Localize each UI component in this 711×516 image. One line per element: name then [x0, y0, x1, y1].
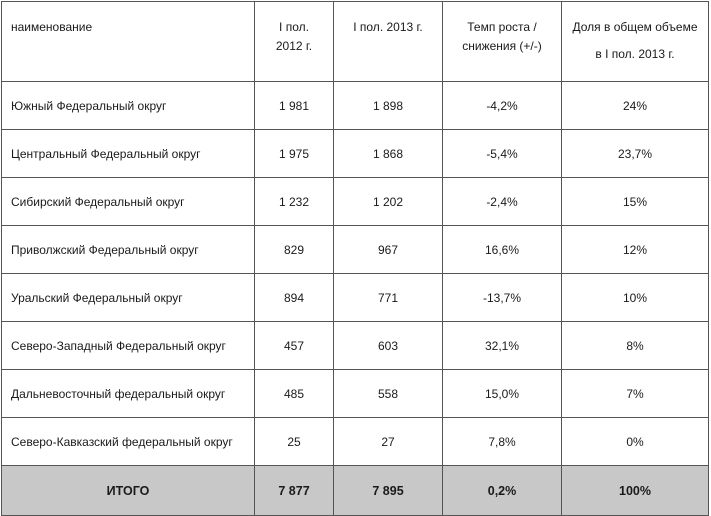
- table-row: Северо-Западный Федеральный округ 457 60…: [1, 321, 709, 370]
- cell-name: Северо-Западный Федеральный округ: [1, 321, 255, 370]
- cell-2013: 1 898: [333, 81, 443, 130]
- cell-growth: -13,7%: [442, 273, 562, 322]
- table-row: Сибирский Федеральный округ 1 232 1 202 …: [1, 177, 709, 226]
- total-share: 100%: [561, 465, 709, 516]
- cell-2012: 485: [254, 369, 334, 418]
- cell-2012: 1 981: [254, 81, 334, 130]
- header-2013: I пол. 2013 г.: [333, 1, 443, 82]
- cell-2013: 1 868: [333, 129, 443, 178]
- cell-name: Южный Федеральный округ: [1, 81, 255, 130]
- cell-name: Сибирский Федеральный округ: [1, 177, 255, 226]
- cell-share: 0%: [561, 417, 709, 466]
- cell-growth: 32,1%: [442, 321, 562, 370]
- cell-2012: 1 975: [254, 129, 334, 178]
- table-row: Дальневосточный федеральный округ 485 55…: [1, 369, 709, 418]
- cell-growth: 7,8%: [442, 417, 562, 466]
- cell-growth: -5,4%: [442, 129, 562, 178]
- cell-2012: 829: [254, 225, 334, 274]
- table-header-row: наименование I пол. 2012 г. I пол. 2013 г…: [1, 1, 709, 82]
- cell-2012: 457: [254, 321, 334, 370]
- header-growth: Темп роста / снижения (+/-): [442, 1, 562, 82]
- cell-share: 12%: [561, 225, 709, 274]
- table-row: Южный Федеральный округ 1 981 1 898 -4,2…: [1, 81, 709, 130]
- cell-name: Уральский Федеральный округ: [1, 273, 255, 322]
- cell-2013: 27: [333, 417, 443, 466]
- cell-share: 8%: [561, 321, 709, 370]
- cell-share: 15%: [561, 177, 709, 226]
- cell-growth: -4,2%: [442, 81, 562, 130]
- total-label: ИТОГО: [1, 465, 255, 516]
- cell-2013: 603: [333, 321, 443, 370]
- table-row: Уральский Федеральный округ 894 771 -13,…: [1, 273, 709, 322]
- cell-growth: 15,0%: [442, 369, 562, 418]
- cell-2012: 1 232: [254, 177, 334, 226]
- cell-share: 23,7%: [561, 129, 709, 178]
- cell-share: 24%: [561, 81, 709, 130]
- header-name: наименование: [1, 1, 255, 82]
- header-share: Доля в общем объеме в I пол. 2013 г.: [561, 1, 709, 82]
- total-row: ИТОГО 7 877 7 895 0,2% 100%: [1, 465, 709, 516]
- cell-2012: 25: [254, 417, 334, 466]
- cell-name: Центральный Федеральный округ: [1, 129, 255, 178]
- cell-growth: -2,4%: [442, 177, 562, 226]
- table-row: Северо-Кавказский федеральный округ 25 2…: [1, 417, 709, 466]
- cell-name: Дальневосточный федеральный округ: [1, 369, 255, 418]
- cell-2013: 771: [333, 273, 443, 322]
- total-growth: 0,2%: [442, 465, 562, 516]
- cell-share: 7%: [561, 369, 709, 418]
- cell-share: 10%: [561, 273, 709, 322]
- header-2012: I пол. 2012 г.: [254, 1, 334, 82]
- table-row: Приволжский Федеральный округ 829 967 16…: [1, 225, 709, 274]
- cell-name: Северо-Кавказский федеральный округ: [1, 417, 255, 466]
- table-row: Центральный Федеральный округ 1 975 1 86…: [1, 129, 709, 178]
- cell-2013: 558: [333, 369, 443, 418]
- cell-name: Приволжский Федеральный округ: [1, 225, 255, 274]
- cell-growth: 16,6%: [442, 225, 562, 274]
- total-2012: 7 877: [254, 465, 334, 516]
- cell-2013: 1 202: [333, 177, 443, 226]
- cell-2012: 894: [254, 273, 334, 322]
- total-2013: 7 895: [333, 465, 443, 516]
- cell-2013: 967: [333, 225, 443, 274]
